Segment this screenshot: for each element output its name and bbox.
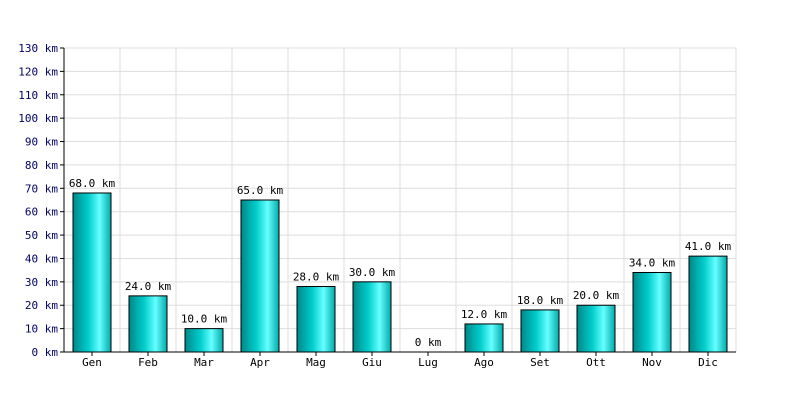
x-tick-label: Gen [82,356,102,369]
data-label: 34.0 km [629,256,676,269]
axes [60,47,736,356]
data-label: 68.0 km [69,177,116,190]
bar-dic [688,255,728,353]
x-tick-label: Lug [418,356,438,369]
data-label: 41.0 km [685,240,732,253]
bar-mag [296,286,336,353]
bar-nov [632,271,672,353]
bar-feb [128,295,168,353]
x-tick-label: Feb [138,356,158,369]
y-tick-label: 90 km [25,136,58,149]
bar-giu [352,281,392,353]
bar-set [520,309,560,353]
data-label: 0 km [415,336,442,349]
y-tick-label: 30 km [25,276,58,289]
y-tick-label: 10 km [25,323,58,336]
data-label: 20.0 km [573,289,620,302]
y-tick-label: 40 km [25,252,58,265]
labels: 0 km 10 km 20 km 30 km 40 km 50 km 60 km 70 km 8… [18,42,731,369]
data-label: 12.0 km [461,308,508,321]
y-tick-label: 80 km [25,159,58,172]
x-tick-label: Nov [642,356,662,369]
bars [72,192,728,353]
x-tick-label: Apr [250,356,270,369]
y-tick-label: 60 km [25,206,58,219]
x-tick-label: Ott [586,356,606,369]
data-label: 65.0 km [237,184,284,197]
data-label: 28.0 km [293,271,340,284]
bar-mar [184,328,224,353]
x-tick-label: Ago [474,356,494,369]
bar-ago [464,323,504,353]
x-tick-label: Dic [698,356,718,369]
y-tick-label: 20 km [25,299,58,312]
y-tick-label: 70 km [25,182,58,195]
x-tick-label: Mag [306,356,326,369]
data-label: 18.0 km [517,294,564,307]
x-tick-label: Set [530,356,550,369]
grid [63,47,737,353]
y-tick-label: 120 km [18,65,58,78]
y-tick-label: 0 km [32,346,59,359]
x-tick-label: Mar [194,356,214,369]
y-tick-label: 110 km [18,89,58,102]
data-label: 30.0 km [349,266,396,279]
y-tick-label: 130 km [18,42,58,55]
bar-apr [240,199,280,353]
data-label: 24.0 km [125,280,172,293]
y-tick-label: 50 km [25,229,58,242]
x-tick-label: Giu [362,356,382,369]
data-label: 10.0 km [181,313,228,326]
bar-ott [576,304,616,353]
bar-gen [72,192,112,353]
y-tick-label: 100 km [18,112,58,125]
